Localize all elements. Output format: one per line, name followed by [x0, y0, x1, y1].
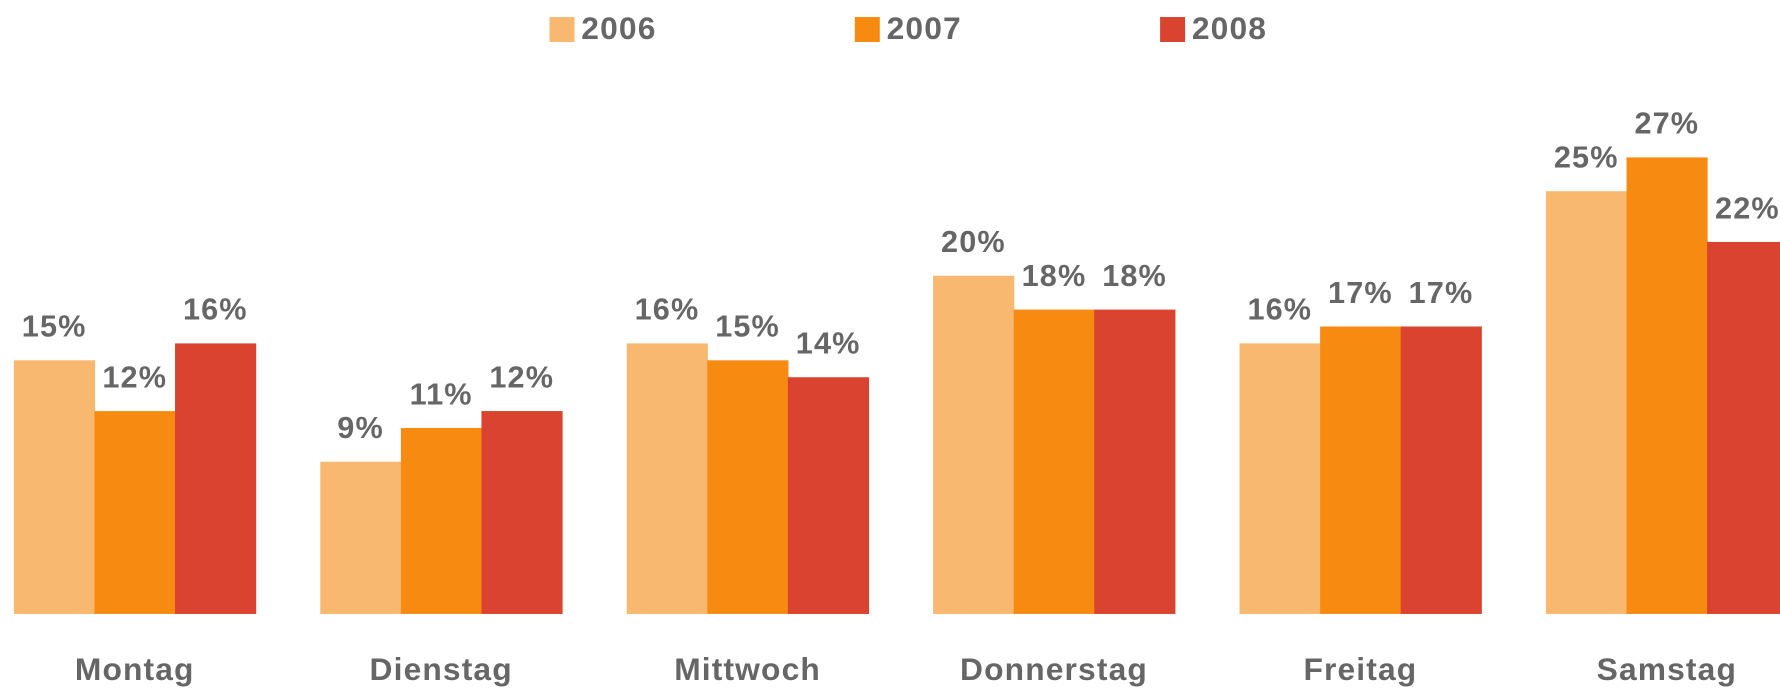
legend-swatch — [1160, 17, 1186, 42]
data-label: 14% — [796, 327, 861, 361]
legend-swatch — [549, 17, 575, 42]
data-label: 12% — [102, 360, 167, 394]
bar — [1626, 157, 1708, 614]
bar — [1239, 343, 1321, 614]
data-label: 9% — [337, 411, 384, 445]
bar — [933, 275, 1015, 614]
data-label: 27% — [1634, 107, 1699, 141]
x-tick-label: Samstag — [1597, 651, 1737, 687]
data-label: 18% — [1022, 259, 1087, 293]
bar — [481, 411, 563, 614]
x-tick-label: Dienstag — [370, 651, 513, 687]
bar — [94, 411, 176, 614]
bar — [1707, 241, 1780, 614]
legend-swatch — [854, 17, 880, 42]
data-label: 22% — [1715, 191, 1780, 225]
bar — [787, 377, 870, 614]
bar — [13, 360, 96, 614]
bar — [707, 360, 789, 614]
x-tick-label: Freitag — [1303, 651, 1417, 687]
bar — [1400, 326, 1482, 614]
x-tick-label: Montag — [75, 651, 195, 687]
data-label: 18% — [1102, 259, 1167, 293]
bar — [320, 461, 402, 614]
bar — [175, 343, 257, 614]
data-label: 17% — [1409, 276, 1474, 310]
bar — [400, 427, 483, 614]
legend-label: 2007 — [887, 10, 962, 46]
bar — [1013, 309, 1095, 614]
x-tick-label: Donnerstag — [960, 651, 1148, 687]
data-label: 16% — [183, 293, 248, 327]
legend-label: 2006 — [581, 10, 656, 46]
data-label: 12% — [489, 360, 554, 394]
bar — [1320, 326, 1402, 614]
data-label: 16% — [635, 293, 700, 327]
data-label: 11% — [410, 377, 473, 411]
bar — [1094, 309, 1176, 614]
data-label: 15% — [715, 310, 780, 344]
x-tick-label: Mittwoch — [674, 651, 821, 687]
bar — [1545, 191, 1628, 614]
data-label: 17% — [1328, 276, 1393, 310]
bar — [626, 343, 708, 614]
data-label: 15% — [22, 310, 87, 344]
data-label: 20% — [941, 225, 1006, 259]
legend-label: 2008 — [1192, 10, 1267, 46]
data-label: 25% — [1554, 141, 1619, 175]
data-label: 16% — [1247, 293, 1312, 327]
